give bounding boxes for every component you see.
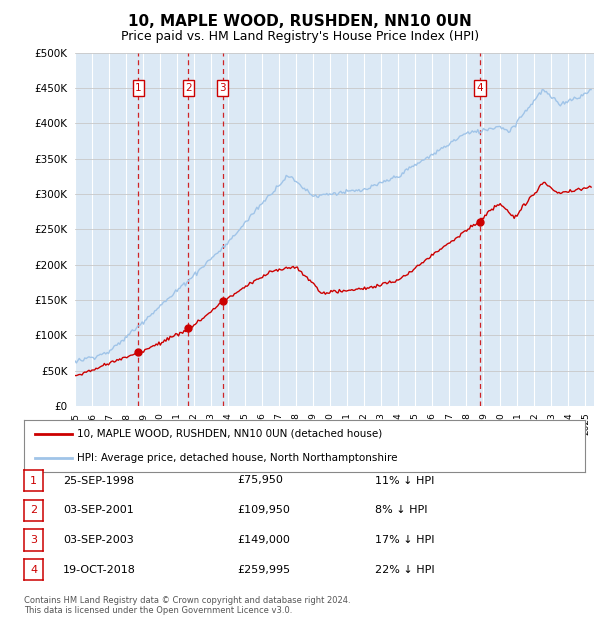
Text: 2: 2 — [185, 83, 192, 93]
Text: 2: 2 — [30, 505, 37, 515]
Text: 1: 1 — [135, 83, 142, 93]
Text: £109,950: £109,950 — [237, 505, 290, 515]
Text: £75,950: £75,950 — [237, 476, 283, 485]
Text: 11% ↓ HPI: 11% ↓ HPI — [375, 476, 434, 485]
Text: Price paid vs. HM Land Registry's House Price Index (HPI): Price paid vs. HM Land Registry's House … — [121, 30, 479, 43]
Text: 3: 3 — [219, 83, 226, 93]
Text: 22% ↓ HPI: 22% ↓ HPI — [375, 565, 434, 575]
Text: 4: 4 — [30, 565, 37, 575]
Text: 25-SEP-1998: 25-SEP-1998 — [63, 476, 134, 485]
Text: 3: 3 — [30, 535, 37, 545]
Text: 8% ↓ HPI: 8% ↓ HPI — [375, 505, 427, 515]
Text: 4: 4 — [476, 83, 484, 93]
Text: 1: 1 — [30, 476, 37, 485]
Text: £149,000: £149,000 — [237, 535, 290, 545]
Text: 10, MAPLE WOOD, RUSHDEN, NN10 0UN (detached house): 10, MAPLE WOOD, RUSHDEN, NN10 0UN (detac… — [77, 429, 383, 439]
Text: 19-OCT-2018: 19-OCT-2018 — [63, 565, 136, 575]
Text: Contains HM Land Registry data © Crown copyright and database right 2024.
This d: Contains HM Land Registry data © Crown c… — [24, 596, 350, 615]
Text: £259,995: £259,995 — [237, 565, 290, 575]
Text: 03-SEP-2001: 03-SEP-2001 — [63, 505, 134, 515]
Text: 10, MAPLE WOOD, RUSHDEN, NN10 0UN: 10, MAPLE WOOD, RUSHDEN, NN10 0UN — [128, 14, 472, 29]
Text: 03-SEP-2003: 03-SEP-2003 — [63, 535, 134, 545]
Text: HPI: Average price, detached house, North Northamptonshire: HPI: Average price, detached house, Nort… — [77, 453, 398, 463]
Text: 17% ↓ HPI: 17% ↓ HPI — [375, 535, 434, 545]
